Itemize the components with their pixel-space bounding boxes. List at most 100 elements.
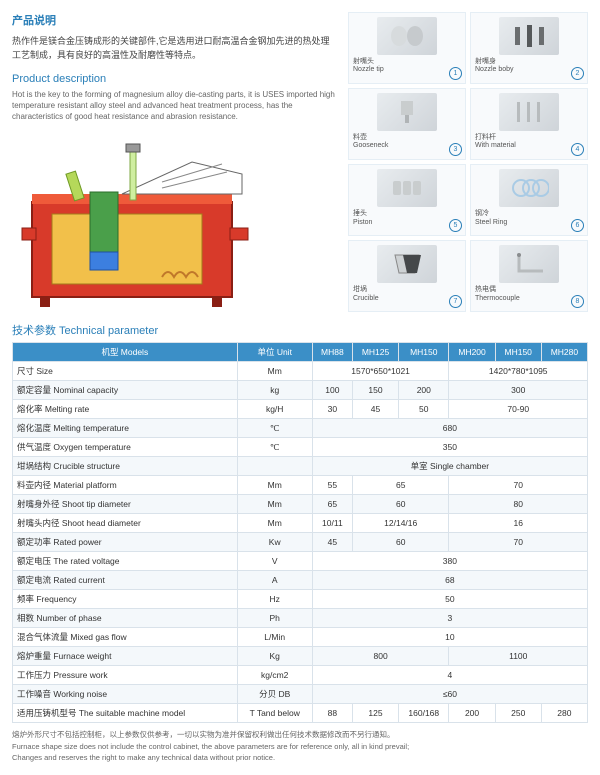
table-row: 工作噪音 Working noise分贝 DB≤60 — [13, 685, 588, 704]
row-unit: ℃ — [237, 438, 312, 457]
row-value: 70 — [449, 476, 588, 495]
table-header-cell: 单位 Unit — [237, 343, 312, 362]
part-number-badge: 1 — [449, 67, 462, 80]
row-label: 熔化率 Melting rate — [13, 400, 238, 419]
table-header-cell: MH150 — [399, 343, 449, 362]
row-label: 熔炉重量 Furnace weight — [13, 647, 238, 666]
row-unit: 分贝 DB — [237, 685, 312, 704]
part-thumb-icon — [499, 17, 559, 55]
part-cell: 打料杆With material4 — [470, 88, 588, 160]
part-cell: 捶头Piston5 — [348, 164, 466, 236]
table-header-cell: MH150 — [495, 343, 541, 362]
row-value: 12/14/16 — [352, 514, 449, 533]
part-number-badge: 4 — [571, 143, 584, 156]
spec-table: 机型 Models单位 UnitMH88MH125MH150MH200MH150… — [12, 342, 588, 723]
table-row: 额定电压 The rated voltageV380 — [13, 552, 588, 571]
row-unit: Kg — [237, 647, 312, 666]
table-title: 技术参数 Technical parameter — [12, 322, 588, 338]
row-label: 适用压铸机型号 The suitable machine model — [13, 704, 238, 723]
part-cell: 热电偶Thermocouple8 — [470, 240, 588, 312]
row-unit: L/Min — [237, 628, 312, 647]
part-label: 热电偶Thermocouple — [475, 286, 583, 303]
row-value: 3 — [312, 609, 587, 628]
row-value: 单室 Single chamber — [312, 457, 587, 476]
row-unit: Mm — [237, 362, 312, 381]
part-thumb-icon — [499, 93, 559, 131]
row-value: 80 — [449, 495, 588, 514]
footnote: 熔炉外形尺寸不包括控制柜，以上参数仅供参考，一切以实物为准并保留权利做出任何技术… — [12, 729, 588, 763]
part-label: 捶头Piston — [353, 210, 461, 227]
top-section: 产品说明 热作件是镁合金压铸成形的关键部件,它是选用进口耐高温合金钢加先进的热处… — [12, 12, 588, 312]
row-unit: Mm — [237, 514, 312, 533]
row-label: 额定电压 The rated voltage — [13, 552, 238, 571]
footnote-en1: Furnace shape size does not include the … — [12, 741, 588, 752]
row-unit — [237, 457, 312, 476]
part-number-badge: 8 — [571, 295, 584, 308]
row-unit: T Tand below — [237, 704, 312, 723]
table-row: 混合气体流量 Mixed gas flowL/Min10 — [13, 628, 588, 647]
row-label: 射嘴身外径 Shoot tip diameter — [13, 495, 238, 514]
row-unit: kg/H — [237, 400, 312, 419]
part-label: 料壶Gooseneck — [353, 134, 461, 151]
part-label: 坩埚Crucible — [353, 286, 461, 303]
row-value: 30 — [312, 400, 352, 419]
row-value: 350 — [312, 438, 587, 457]
title-cn: 产品说明 — [12, 12, 338, 28]
row-value: 10 — [312, 628, 587, 647]
furnace-diagram — [12, 132, 272, 312]
row-label: 供气温度 Oxygen temperature — [13, 438, 238, 457]
row-value: 55 — [312, 476, 352, 495]
part-thumb-icon — [499, 245, 559, 283]
parts-grid: 射嘴头Nozzle tip1射嘴身Nozzle boby2料壶Gooseneck… — [348, 12, 588, 312]
row-value: 65 — [312, 495, 352, 514]
table-row: 工作压力 Pressure workkg/cm24 — [13, 666, 588, 685]
row-value: 16 — [449, 514, 588, 533]
part-thumb-icon — [499, 169, 559, 207]
row-label: 额定电流 Rated current — [13, 571, 238, 590]
row-value: 380 — [312, 552, 587, 571]
row-value: 50 — [399, 400, 449, 419]
table-header-cell: MH280 — [541, 343, 587, 362]
table-row: 坩埚结构 Crucible structure 单室 Single chamber — [13, 457, 588, 476]
footnote-en2: Changes and reserves the right to make a… — [12, 752, 588, 763]
part-number-badge: 5 — [449, 219, 462, 232]
row-unit: V — [237, 552, 312, 571]
part-thumb-icon — [377, 93, 437, 131]
row-unit: Kw — [237, 533, 312, 552]
row-value: 160/168 — [399, 704, 449, 723]
row-label: 相数 Number of phase — [13, 609, 238, 628]
table-row: 熔化率 Melting ratekg/H30455070-90 — [13, 400, 588, 419]
table-header-cell: MH88 — [312, 343, 352, 362]
part-number-badge: 3 — [449, 143, 462, 156]
row-unit: Ph — [237, 609, 312, 628]
row-value: 1420*780*1095 — [449, 362, 588, 381]
part-label: 射嘴身Nozzle boby — [475, 58, 583, 75]
table-row: 熔化温度 Melting temperature℃680 — [13, 419, 588, 438]
row-value: 300 — [449, 381, 588, 400]
part-thumb-icon — [377, 17, 437, 55]
row-value: ≤60 — [312, 685, 587, 704]
row-value: 60 — [352, 495, 449, 514]
row-value: 200 — [449, 704, 495, 723]
table-body: 尺寸 SizeMm1570*650*10211420*780*1095额定容量 … — [13, 362, 588, 723]
description-en: Hot is the key to the forming of magnesi… — [12, 89, 338, 123]
table-row: 额定容量 Nominal capacitykg100150200300 — [13, 381, 588, 400]
row-value: 68 — [312, 571, 587, 590]
row-label: 坩埚结构 Crucible structure — [13, 457, 238, 476]
table-row: 频率 FrequencyHz50 — [13, 590, 588, 609]
table-row: 熔炉重量 Furnace weightKg8001100 — [13, 647, 588, 666]
row-value: 1100 — [449, 647, 588, 666]
row-unit: kg/cm2 — [237, 666, 312, 685]
row-label: 工作噪音 Working noise — [13, 685, 238, 704]
row-value: 200 — [399, 381, 449, 400]
part-thumb-icon — [377, 169, 437, 207]
row-label: 额定容量 Nominal capacity — [13, 381, 238, 400]
row-unit: Hz — [237, 590, 312, 609]
row-value: 280 — [541, 704, 587, 723]
row-value: 125 — [352, 704, 398, 723]
table-row: 料壶内径 Material platformMm556570 — [13, 476, 588, 495]
row-unit: ℃ — [237, 419, 312, 438]
row-label: 射嘴头内径 Shoot head diameter — [13, 514, 238, 533]
footnote-cn: 熔炉外形尺寸不包括控制柜，以上参数仅供参考，一切以实物为准并保留权利做出任何技术… — [12, 729, 588, 740]
part-number-badge: 7 — [449, 295, 462, 308]
